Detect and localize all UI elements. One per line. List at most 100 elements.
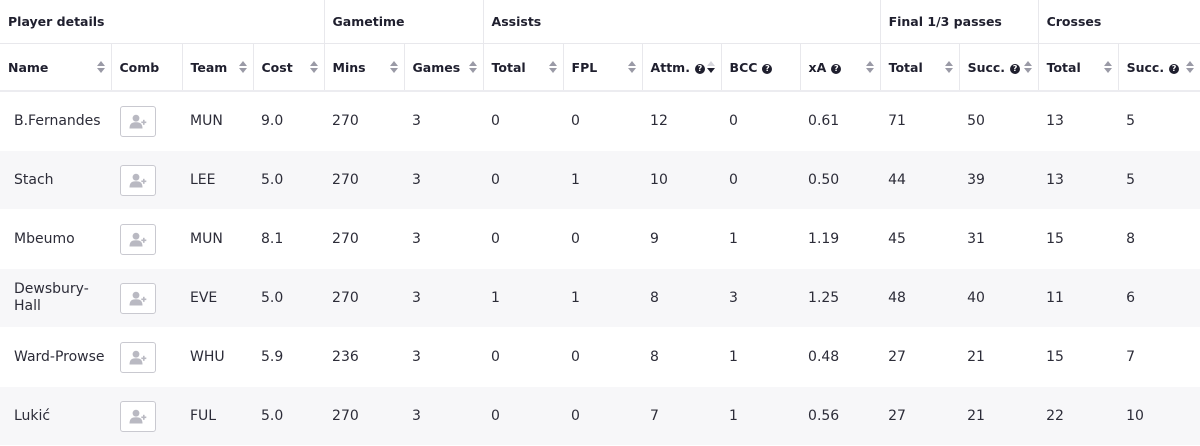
fpl-assists: 0: [563, 91, 643, 151]
big-chances-created: 0: [721, 150, 801, 210]
table-row: Mbeumo MUN 8.1 270 3 0 0 9 1 1.19 45 31 …: [0, 209, 1200, 269]
sort-icon[interactable]: [238, 61, 247, 73]
games: 3: [404, 327, 484, 387]
add-to-comb-button[interactable]: [120, 282, 156, 314]
add-to-comb-button[interactable]: [120, 164, 156, 196]
player-name[interactable]: Mbeumo: [0, 209, 111, 269]
crosses-total: 13: [1038, 150, 1119, 210]
expected-assists: 0.56: [800, 386, 881, 446]
expected-assists: 0.61: [800, 91, 881, 151]
table-row: B.Fernandes MUN 9.0 270 3 0 0 12 0 0.61 …: [0, 91, 1200, 151]
header-crosses-total[interactable]: Total: [1038, 43, 1119, 92]
sort-icon[interactable]: [865, 61, 874, 73]
header-name[interactable]: Name: [0, 43, 112, 92]
final-third-total: 27: [880, 327, 960, 387]
crosses-total: 22: [1038, 386, 1119, 446]
header-attm[interactable]: Attm.?: [642, 43, 722, 92]
comb-cell: [111, 386, 182, 446]
sort-icon[interactable]: [1103, 61, 1112, 73]
header-label: Succ.: [1126, 59, 1165, 75]
header-label: Name: [8, 59, 49, 75]
header-label: Mins: [332, 59, 366, 75]
header-final-third-succ[interactable]: Succ.?: [959, 43, 1039, 92]
cost: 5.9: [253, 327, 325, 387]
final-third-total: 44: [880, 150, 960, 210]
player-name[interactable]: B.Fernandes: [0, 91, 111, 151]
header-crosses-succ[interactable]: Succ.?: [1118, 43, 1200, 92]
header-assists-total[interactable]: Total: [483, 43, 564, 92]
expected-assists: 0.48: [800, 327, 881, 387]
attempted-assists: 7: [642, 386, 722, 446]
comb-cell: [111, 209, 182, 269]
group-gametime: Gametime: [324, 0, 484, 44]
header-final-third-total[interactable]: Total: [880, 43, 960, 92]
header-label: Total: [888, 59, 923, 75]
group-final-third-passes: Final 1/3 passes: [880, 0, 1039, 44]
player-name[interactable]: Dewsbury-Hall: [0, 268, 111, 328]
attempted-assists: 10: [642, 150, 722, 210]
sort-icon[interactable]: [548, 61, 557, 73]
sort-icon[interactable]: [96, 61, 105, 73]
team: EVE: [182, 268, 253, 328]
player-name[interactable]: Ward-Prowse: [0, 327, 111, 387]
header-games[interactable]: Games: [404, 43, 484, 92]
crosses-succ: 7: [1118, 327, 1200, 387]
add-user-icon: [129, 232, 147, 246]
sort-icon[interactable]: [1185, 61, 1194, 73]
sort-icon[interactable]: [468, 61, 477, 73]
mins: 270: [324, 386, 405, 446]
sort-icon[interactable]: [944, 61, 953, 73]
sort-icon[interactable]: [1023, 61, 1032, 73]
player-name[interactable]: Lukić: [0, 386, 111, 446]
header-label: Games: [412, 59, 461, 75]
sort-icon[interactable]: [627, 61, 636, 73]
fpl-assists: 1: [563, 150, 643, 210]
big-chances-created: 0: [721, 91, 801, 151]
help-icon[interactable]: ?: [1010, 63, 1021, 74]
add-user-icon: [129, 291, 147, 305]
player-name[interactable]: Stach: [0, 150, 111, 210]
games: 3: [404, 209, 484, 269]
crosses-succ: 5: [1118, 150, 1200, 210]
team: WHU: [182, 327, 253, 387]
add-to-comb-button[interactable]: [120, 105, 156, 137]
add-to-comb-button[interactable]: [120, 400, 156, 432]
crosses-total: 15: [1038, 327, 1119, 387]
cost: 9.0: [253, 91, 325, 151]
group-assists: Assists: [483, 0, 881, 44]
final-third-succ: 21: [959, 327, 1039, 387]
sort-desc-icon[interactable]: [706, 61, 715, 73]
add-to-comb-button[interactable]: [120, 341, 156, 373]
final-third-succ: 31: [959, 209, 1039, 269]
header-label: FPL: [571, 59, 598, 75]
comb-cell: [111, 327, 182, 387]
help-icon[interactable]: ?: [694, 63, 705, 74]
crosses-succ: 5: [1118, 91, 1200, 151]
sort-icon[interactable]: [309, 61, 318, 73]
header-mins[interactable]: Mins: [324, 43, 405, 92]
header-fpl[interactable]: FPL: [563, 43, 643, 92]
header-label: xA: [808, 59, 827, 75]
big-chances-created: 1: [721, 209, 801, 269]
crosses-succ: 10: [1118, 386, 1200, 446]
fpl-assists: 1: [563, 268, 643, 328]
group-crosses: Crosses: [1038, 0, 1200, 44]
final-third-succ: 21: [959, 386, 1039, 446]
cost: 5.0: [253, 386, 325, 446]
header-cost[interactable]: Cost: [253, 43, 325, 92]
add-to-comb-button[interactable]: [120, 223, 156, 255]
header-label: Total: [1046, 59, 1081, 75]
header-label: Cost: [261, 59, 293, 75]
sort-icon[interactable]: [389, 61, 398, 73]
header-label: Attm.: [650, 59, 690, 75]
final-third-total: 48: [880, 268, 960, 328]
help-icon[interactable]: ?: [1169, 63, 1180, 74]
crosses-succ: 6: [1118, 268, 1200, 328]
help-icon[interactable]: ?: [762, 63, 773, 74]
header-team[interactable]: Team: [182, 43, 254, 92]
header-xa[interactable]: xA?: [800, 43, 881, 92]
header-bcc[interactable]: BCC?: [721, 43, 801, 92]
header-comb: Comb: [111, 43, 183, 92]
mins: 236: [324, 327, 405, 387]
help-icon[interactable]: ?: [831, 63, 842, 74]
